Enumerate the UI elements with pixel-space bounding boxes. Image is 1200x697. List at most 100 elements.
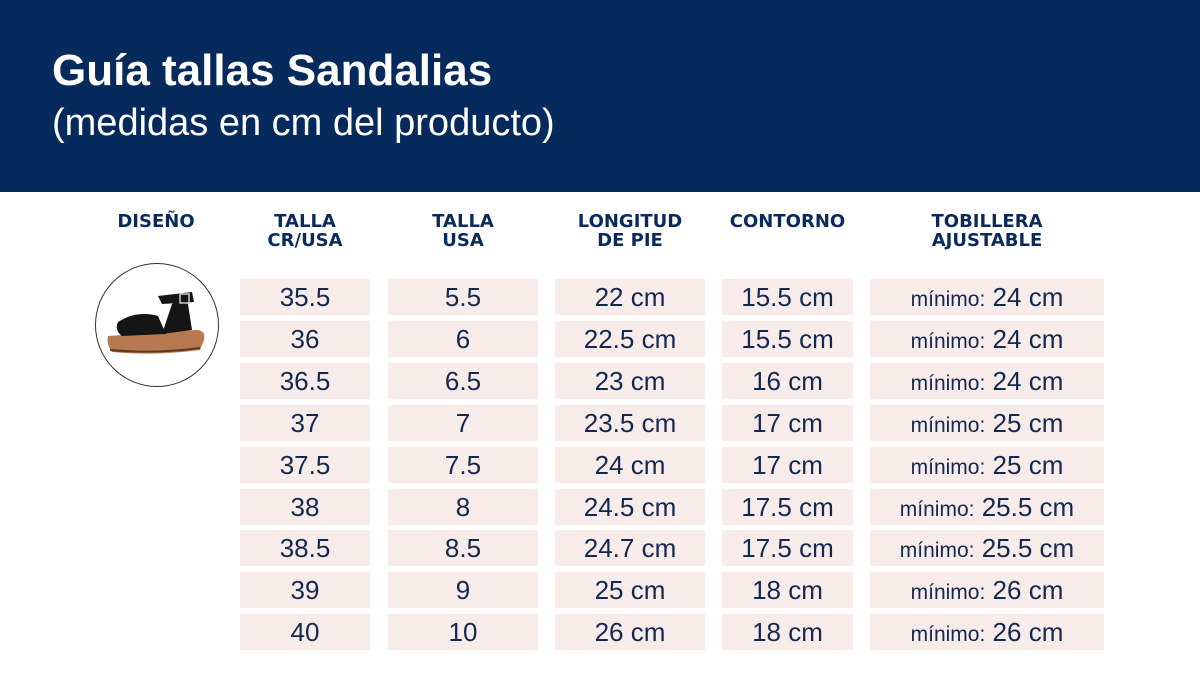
cell-value: 24.5 cm (583, 491, 677, 522)
cell-talla-usa: 7.5 (388, 446, 538, 483)
minimum-label: mínimo: (910, 288, 986, 311)
cell-contorno: 16 cm (722, 362, 853, 399)
cell-value: 18 cm (752, 617, 823, 648)
column-header-line: AJUSTABLE (931, 230, 1043, 251)
column-header-line: DISEÑO (117, 211, 195, 232)
cell-value: 24 cm (594, 449, 666, 480)
cell-value: 22 cm (594, 282, 666, 312)
column-header-talla-cr-usa: TALLA CR/USA (240, 212, 370, 250)
minimum-label: mínimo: (910, 623, 986, 647)
minimum-label: mínimo: (910, 329, 986, 353)
cell-tobillera-ajustable: mínimo: 24 cm (870, 362, 1104, 399)
column-header-longitud-de-pie: LONGITUD DE PIE (555, 212, 705, 250)
cell-value: 25 cm (992, 407, 1064, 438)
page-subtitle: (medidas en cm del producto) (52, 102, 555, 144)
cell-value: 35.5 (279, 282, 331, 312)
cell-value: 24 cm (992, 365, 1064, 396)
cell-value: 6.5 (444, 365, 482, 396)
cell-value: 17 cm (752, 407, 823, 438)
cell-contorno: 18 cm (722, 614, 853, 651)
cell-contorno: 17.5 cm (722, 530, 853, 567)
cell-value: 37 (290, 407, 320, 438)
cell-contorno: 17 cm (722, 404, 853, 441)
cell-talla-cr-usa: 39 (240, 572, 370, 609)
cell-value: 37.5 (279, 449, 331, 480)
cell-longitud-de-pie: 24 cm (555, 446, 705, 483)
cell-value: 15.5 cm (741, 323, 834, 354)
cell-contorno: 15.5 cm (722, 279, 853, 315)
cell-contorno: 18 cm (722, 572, 853, 609)
cell-value: 24 cm (992, 282, 1064, 312)
cell-longitud-de-pie: 23.5 cm (555, 404, 705, 441)
cell-longitud-de-pie: 26 cm (555, 614, 705, 651)
cell-value: 7 (455, 407, 471, 438)
cell-talla-usa: 8.5 (388, 530, 538, 567)
column-header-line: CONTORNO (729, 211, 846, 232)
cell-contorno: 17.5 cm (722, 488, 853, 525)
cell-value: 16 cm (752, 365, 823, 396)
cell-value: 25 cm (594, 575, 666, 606)
column-header-talla-usa: TALLA USA (388, 212, 538, 250)
cell-tobillera-ajustable: mínimo: 25 cm (870, 404, 1104, 441)
cell-tobillera-ajustable: mínimo: 25 cm (870, 446, 1104, 483)
cell-longitud-de-pie: 22 cm (555, 279, 705, 315)
cell-value: 38.5 (279, 533, 331, 564)
cell-value: 7.5 (444, 449, 482, 480)
cell-longitud-de-pie: 24.5 cm (555, 488, 705, 525)
cell-longitud-de-pie: 23 cm (555, 362, 705, 399)
cell-value: 24 cm (992, 323, 1064, 354)
cell-talla-usa: 6.5 (388, 362, 538, 399)
column-header-line: LONGITUD (577, 211, 683, 232)
column-header-line: USA (442, 230, 484, 251)
column-header-line: TOBILLERA (931, 211, 1043, 232)
cell-value: 24.7 cm (583, 533, 677, 564)
cell-talla-usa: 7 (388, 404, 538, 441)
minimum-label: mínimo: (910, 371, 986, 395)
cell-contorno: 17 cm (722, 446, 853, 483)
cell-contorno: 15.5 cm (722, 320, 853, 357)
column-header-tobillera-ajustable: TOBILLERA AJUSTABLE (870, 212, 1104, 250)
cell-tobillera-ajustable: mínimo: 25.5 cm (870, 488, 1104, 525)
cell-tobillera-ajustable: mínimo: 24 cm (870, 279, 1104, 315)
column-header-line: TALLA (274, 211, 336, 232)
cell-tobillera-ajustable: mínimo: 26 cm (870, 614, 1104, 651)
cell-value: 40 (290, 617, 320, 648)
cell-value: 15.5 cm (741, 282, 834, 312)
cell-value: 25.5 cm (981, 491, 1075, 522)
cell-talla-cr-usa: 37.5 (240, 446, 370, 483)
cell-value: 10 (448, 617, 478, 648)
column-header-diseno: DISEÑO (95, 212, 217, 231)
header-banner: Guía tallas Sandalias (medidas en cm del… (0, 0, 1200, 192)
cell-longitud-de-pie: 25 cm (555, 572, 705, 609)
cell-value: 5.5 (444, 282, 482, 312)
cell-talla-usa: 6 (388, 320, 538, 357)
sandal-image (95, 263, 219, 387)
cell-tobillera-ajustable: mínimo: 25.5 cm (870, 530, 1104, 567)
minimum-label: mínimo: (910, 581, 986, 605)
cell-talla-usa: 8 (388, 488, 538, 525)
cell-talla-cr-usa: 36.5 (240, 362, 370, 399)
cell-value: 22.5 cm (583, 323, 677, 354)
cell-longitud-de-pie: 24.7 cm (555, 530, 705, 567)
cell-value: 17.5 cm (741, 491, 834, 522)
cell-talla-cr-usa: 38 (240, 488, 370, 525)
cell-longitud-de-pie: 22.5 cm (555, 320, 705, 357)
cell-talla-cr-usa: 40 (240, 614, 370, 651)
column-header-line: DE PIE (597, 230, 663, 251)
cell-value: 26 cm (992, 617, 1064, 648)
cell-value: 23 cm (594, 365, 666, 396)
column-header-line: CR/USA (267, 230, 343, 251)
cell-talla-cr-usa: 37 (240, 404, 370, 441)
minimum-label: mínimo: (899, 497, 975, 521)
cell-value: 18 cm (752, 575, 823, 606)
cell-value: 26 cm (594, 617, 666, 648)
cell-value: 25.5 cm (981, 533, 1075, 564)
cell-value: 36 (290, 323, 320, 354)
cell-talla-cr-usa: 38.5 (240, 530, 370, 567)
cell-value: 8.5 (444, 533, 482, 564)
sandal-icon (107, 292, 205, 354)
cell-value: 39 (290, 575, 320, 606)
page-title: Guía tallas Sandalias (52, 46, 493, 95)
cell-value: 23.5 cm (583, 407, 677, 438)
minimum-label: mínimo: (910, 455, 986, 479)
